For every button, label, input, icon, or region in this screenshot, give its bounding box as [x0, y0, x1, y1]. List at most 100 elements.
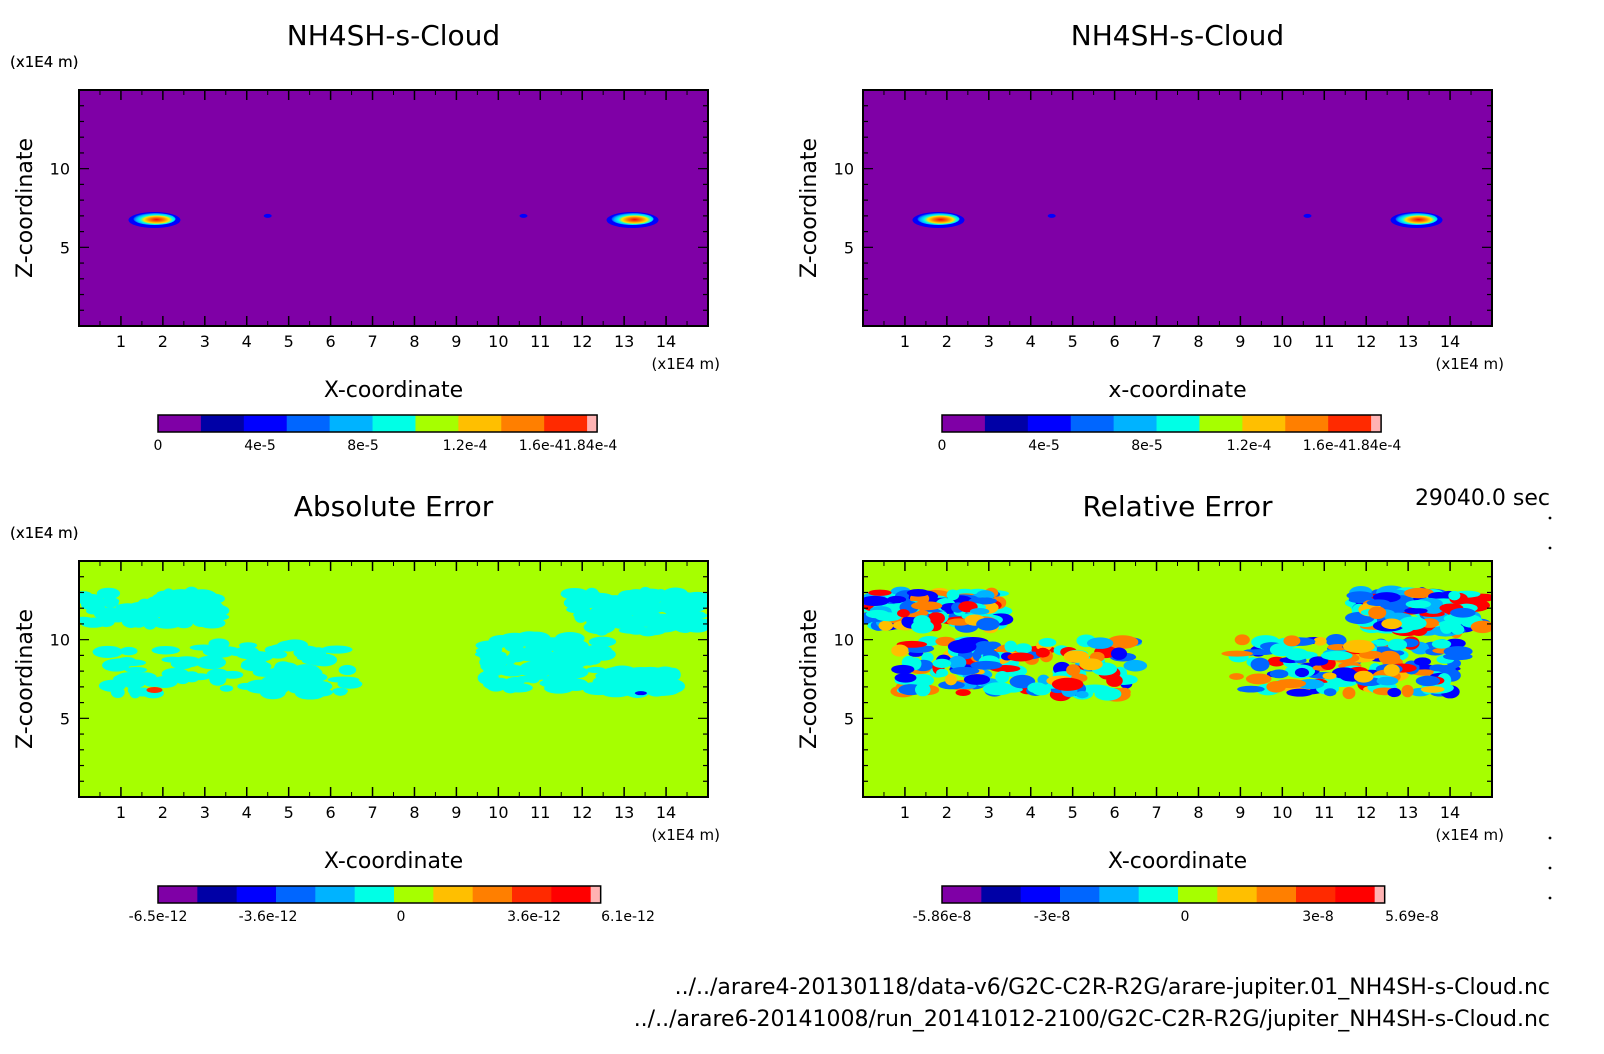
error-blob: [276, 640, 301, 652]
colorbar-swatch: [512, 886, 552, 903]
x-unit-label: (x1E4 m): [1435, 826, 1504, 844]
colorbar-label: -5.86e-8: [913, 909, 972, 925]
error-blob: [572, 597, 589, 605]
error-blob: [1075, 691, 1089, 699]
error-blob: [552, 665, 583, 678]
colorbar-swatch: [1285, 415, 1329, 432]
error-blob: [124, 677, 144, 689]
x-tick-label: 5: [284, 332, 294, 351]
error-blob: [208, 638, 230, 649]
error-blob: [81, 599, 98, 610]
x-tick-label: 6: [326, 332, 336, 351]
error-blob: [477, 670, 499, 685]
error-blob: [891, 644, 909, 657]
colorbar-swatch: [1242, 415, 1286, 432]
error-blob: [566, 605, 591, 614]
error-blob: [1111, 647, 1128, 660]
x-tick-label: 9: [1235, 332, 1245, 351]
error-blob: [327, 676, 360, 683]
error-blob: [101, 597, 119, 608]
error-blob: [1368, 606, 1387, 620]
error-blob: [947, 639, 977, 654]
error-blob: [1431, 639, 1452, 649]
x-tick-label: 10: [1272, 803, 1292, 822]
error-blob: [1342, 686, 1356, 700]
error-blob: [1405, 600, 1432, 609]
colorbar-label: 1.2e-4: [443, 438, 488, 454]
x-axis-label: X-coordinate: [324, 378, 463, 403]
error-blob: [165, 597, 190, 605]
colorbar-swatch: [544, 415, 588, 432]
x-tick-label: 6: [326, 803, 336, 822]
error-blob: [1414, 657, 1431, 666]
error-blob: [955, 689, 971, 696]
error-blob: [273, 662, 299, 674]
error-blob: [1285, 648, 1309, 661]
x-tick-label: 4: [242, 332, 252, 351]
colorbar-swatch: [286, 415, 331, 432]
colorbar-label: 0: [154, 438, 163, 454]
error-blob: [1323, 688, 1337, 697]
colorbar-swatch: [1113, 415, 1158, 432]
error-blob: [338, 664, 357, 676]
x-tick-label: 12: [572, 332, 592, 351]
error-blob: [526, 664, 555, 677]
y-tick-label: 5: [60, 709, 70, 728]
field-layer: [912, 212, 1443, 229]
error-blob: [1450, 624, 1465, 635]
y-unit-label: (x1E4 m): [10, 524, 79, 542]
error-blob: [675, 605, 706, 612]
x-tick-label: 10: [1272, 332, 1292, 351]
colorbar-swatch: [1060, 886, 1100, 903]
x-unit-label: (x1E4 m): [1435, 355, 1504, 373]
colorbar-swatch: [1099, 886, 1140, 903]
x-unit-label: (x1E4 m): [651, 826, 720, 844]
field-layer: [128, 212, 659, 229]
x-tick-label: 1: [116, 332, 126, 351]
x-tick-label: 9: [451, 332, 461, 351]
cloud-core: [1395, 213, 1438, 226]
x-tick-label: 13: [614, 803, 634, 822]
error-blob: [970, 660, 1003, 670]
error-blob: [497, 664, 527, 677]
error-blob: [1035, 647, 1050, 658]
x-tick-label: 13: [614, 332, 634, 351]
colorbar-swatch: [984, 415, 1029, 432]
colorbar-swatch: [1296, 886, 1336, 903]
colorbar-label: 3e-8: [1302, 909, 1333, 925]
error-blob: [936, 668, 949, 677]
error-blob: [607, 673, 637, 688]
error-blob: [1094, 687, 1122, 701]
cloud-speck: [519, 213, 528, 218]
error-blob: [581, 651, 596, 662]
x-tick-label: 1: [900, 803, 910, 822]
y-axis-label: Z-coordinate: [13, 609, 38, 749]
x-tick-label: 8: [1193, 803, 1203, 822]
error-blob: [110, 658, 132, 666]
error-blob: [264, 645, 281, 655]
colorbar-frame: [941, 414, 1382, 433]
plot-background: [79, 90, 708, 326]
error-blob: [865, 609, 890, 619]
colorbar-swatch: [200, 415, 245, 432]
error-blob: [332, 687, 348, 695]
error-blob: [1007, 652, 1034, 662]
error-blob: [910, 673, 935, 687]
error-blob: [153, 618, 182, 629]
colorbar-swatch: [243, 415, 288, 432]
error-blob: [475, 647, 496, 655]
error-blob: [1401, 684, 1414, 698]
marker-dot: [1548, 866, 1552, 870]
colorbar-swatch: [1335, 886, 1376, 903]
colorbar-label: -6.5e-12: [129, 909, 188, 925]
x-tick-label: 3: [984, 332, 994, 351]
error-blob: [563, 678, 589, 691]
x-axis-label: X-coordinate: [324, 849, 463, 874]
y-tick-label: 10: [834, 160, 854, 179]
x-tick-label: 7: [367, 332, 377, 351]
x-tick-label: 12: [1356, 803, 1376, 822]
error-blob: [1283, 635, 1301, 647]
